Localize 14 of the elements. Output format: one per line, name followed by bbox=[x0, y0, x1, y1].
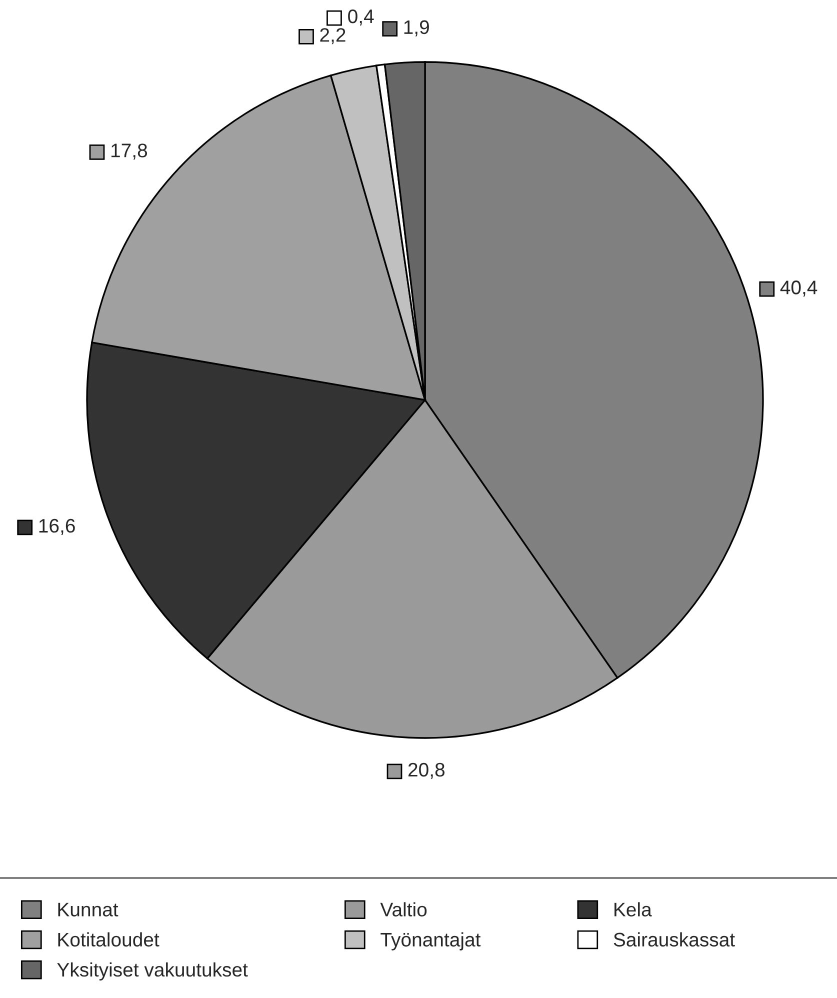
data-label: 20,8 bbox=[408, 762, 444, 779]
data-label: 40,4 bbox=[780, 280, 818, 297]
data-label: 2,2 bbox=[320, 28, 346, 44]
legend-label: Työnantajat bbox=[380, 932, 481, 950]
data-label: 0,4 bbox=[348, 9, 374, 26]
data-label: 17,8 bbox=[112, 144, 148, 160]
legend-label: Kunnat bbox=[58, 902, 118, 916]
data-label: 1,9 bbox=[404, 20, 429, 36]
legend-label: Valtio bbox=[380, 902, 427, 916]
legend-label: Sairauskassat bbox=[614, 932, 735, 947]
legend-label: Kotitaloudet bbox=[58, 932, 160, 947]
legend-label: Yksityiset vakuutukset bbox=[57, 962, 248, 980]
data-label: 16,6 bbox=[39, 518, 75, 535]
legend-label: Kela bbox=[614, 902, 652, 916]
